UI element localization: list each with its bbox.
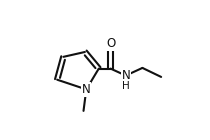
Text: O: O [106, 37, 115, 50]
Text: N: N [121, 69, 130, 82]
Text: H: H [122, 80, 130, 91]
Text: N: N [82, 83, 91, 96]
